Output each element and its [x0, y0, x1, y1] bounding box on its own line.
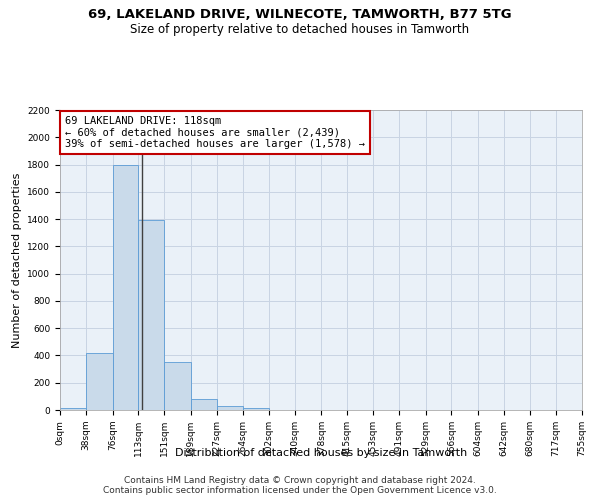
Text: 69, LAKELAND DRIVE, WILNECOTE, TAMWORTH, B77 5TG: 69, LAKELAND DRIVE, WILNECOTE, TAMWORTH,… [88, 8, 512, 20]
Bar [164, 362, 191, 410]
Y-axis label: Number of detached properties: Number of detached properties [12, 172, 22, 348]
Text: Distribution of detached houses by size in Tamworth: Distribution of detached houses by size … [175, 448, 467, 458]
Bar [217, 406, 242, 410]
Bar [242, 408, 269, 410]
Bar [113, 164, 138, 410]
Bar [86, 352, 113, 410]
Bar [191, 399, 217, 410]
Text: 69 LAKELAND DRIVE: 118sqm
← 60% of detached houses are smaller (2,439)
39% of se: 69 LAKELAND DRIVE: 118sqm ← 60% of detac… [65, 116, 365, 149]
Text: Contains HM Land Registry data © Crown copyright and database right 2024.
Contai: Contains HM Land Registry data © Crown c… [103, 476, 497, 495]
Bar [138, 220, 164, 410]
Text: Size of property relative to detached houses in Tamworth: Size of property relative to detached ho… [130, 22, 470, 36]
Bar [60, 408, 86, 410]
